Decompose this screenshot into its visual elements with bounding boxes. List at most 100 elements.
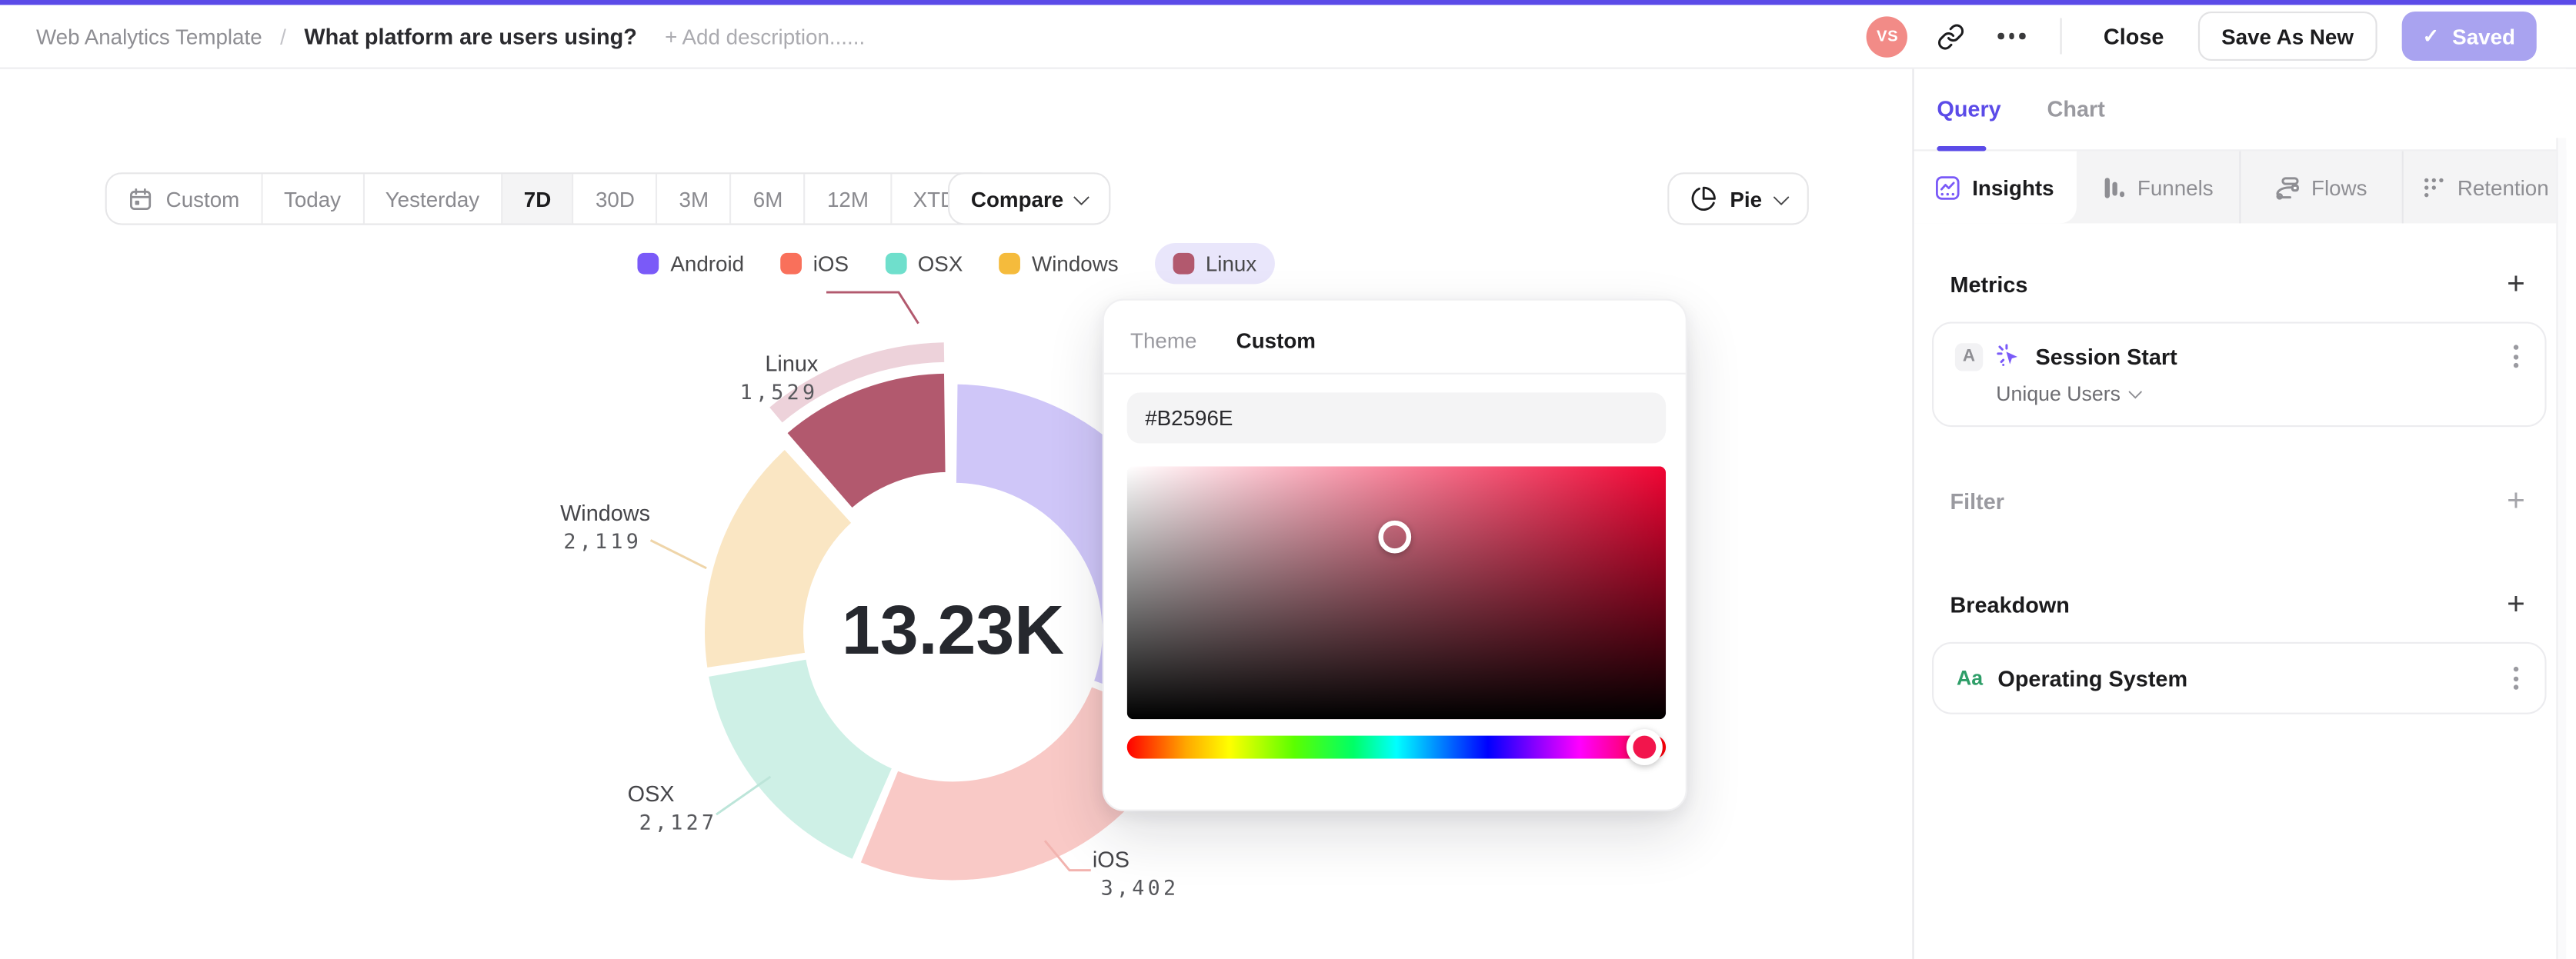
slice-label-osx: OSX 2,127 bbox=[627, 781, 718, 834]
slice-highlight-band-linux bbox=[769, 342, 945, 423]
scrollbar[interactable] bbox=[2556, 138, 2567, 959]
view-tab-funnels[interactable]: Funnels bbox=[2076, 151, 2238, 223]
string-property-badge: Aa bbox=[1957, 666, 1984, 690]
chevron-down-icon bbox=[2128, 385, 2141, 398]
range-custom[interactable]: Custom bbox=[106, 174, 262, 224]
breadcrumb-separator: / bbox=[280, 23, 286, 48]
saturation-value-area[interactable] bbox=[1126, 466, 1667, 720]
metric-name: Session Start bbox=[2035, 344, 2177, 369]
chart-center-total: 13.23K bbox=[841, 591, 1065, 669]
metric-card[interactable]: A Session Start Unique Users bbox=[1931, 321, 2547, 428]
share-link-icon[interactable] bbox=[1933, 18, 1969, 54]
legend-item-ios[interactable]: iOS bbox=[780, 243, 849, 284]
accent-topbar bbox=[0, 0, 2576, 5]
slice-label-windows: Windows 2,119 bbox=[560, 501, 651, 554]
chart-type-button[interactable]: Pie bbox=[1667, 172, 1809, 225]
range-7d[interactable]: 7D bbox=[500, 174, 573, 224]
check-icon: ✓ bbox=[2422, 25, 2440, 48]
legend-item-osx[interactable]: OSX bbox=[885, 243, 963, 284]
event-sparkle-icon bbox=[1996, 343, 2022, 369]
metric-series-badge: A bbox=[1954, 342, 1984, 371]
funnels-icon bbox=[2101, 175, 2126, 199]
header-divider bbox=[2060, 18, 2063, 55]
slice-label-ios: iOS 3,402 bbox=[1092, 847, 1180, 901]
color-cursor[interactable] bbox=[1377, 520, 1411, 554]
panel-divider bbox=[1912, 68, 1914, 959]
legend-item-windows[interactable]: Windows bbox=[999, 243, 1119, 284]
leader-line-linux bbox=[826, 291, 919, 325]
pie-slice-linux[interactable] bbox=[783, 370, 949, 512]
hue-slider[interactable] bbox=[1126, 729, 1667, 766]
chevron-down-icon bbox=[1773, 188, 1788, 205]
filter-section-header: Filter + bbox=[1914, 483, 2567, 518]
breakdown-options-kebab-icon[interactable] bbox=[2508, 664, 2523, 693]
range-6m[interactable]: 6M bbox=[729, 174, 805, 224]
legend-swatch bbox=[780, 252, 802, 275]
view-tab-insights[interactable]: Insights bbox=[1914, 151, 2077, 224]
chart-legend: Android iOS OSX Windows Linux bbox=[0, 243, 1912, 285]
metric-aggregation-dropdown[interactable]: Unique Users bbox=[1996, 383, 2523, 405]
legend-label: iOS bbox=[813, 251, 849, 276]
close-button[interactable]: Close bbox=[2103, 23, 2164, 48]
range-yesterday[interactable]: Yesterday bbox=[362, 174, 501, 224]
leader-line-windows bbox=[649, 539, 707, 570]
page-title[interactable]: What platform are users using? bbox=[304, 23, 637, 48]
insights-icon bbox=[1936, 175, 1960, 199]
tab-custom[interactable]: Custom bbox=[1236, 328, 1316, 354]
breadcrumb[interactable]: Web Analytics Template bbox=[35, 23, 262, 48]
panel-tabs: Query Chart bbox=[1914, 69, 2567, 152]
add-description-button[interactable]: + Add description...... bbox=[665, 23, 866, 48]
retention-icon bbox=[2421, 175, 2446, 199]
view-tab-retention[interactable]: Retention bbox=[2402, 151, 2566, 224]
view-tab-flows[interactable]: Flows bbox=[2238, 151, 2402, 224]
hex-color-input[interactable] bbox=[1126, 392, 1667, 444]
header-actions: VS Close Save As New ✓ Saved bbox=[1867, 11, 2537, 62]
flows-icon bbox=[2275, 175, 2300, 199]
pie-slice-osx[interactable] bbox=[705, 656, 896, 863]
tab-query[interactable]: Query bbox=[1937, 96, 2001, 122]
legend-label: Windows bbox=[1032, 251, 1119, 276]
query-panel: Query Chart Insights Funnels Flows Retentio… bbox=[1914, 68, 2567, 959]
add-metric-button[interactable]: + bbox=[2507, 266, 2525, 301]
legend-swatch bbox=[637, 252, 659, 275]
legend-item-linux[interactable]: Linux bbox=[1154, 243, 1275, 285]
leader-line-ios bbox=[1043, 840, 1091, 872]
legend-label: Linux bbox=[1205, 251, 1257, 276]
legend-label: Android bbox=[670, 251, 745, 276]
pie-slice-windows[interactable] bbox=[701, 445, 856, 671]
active-tab-indicator bbox=[1937, 145, 1987, 152]
saved-button[interactable]: ✓ Saved bbox=[2401, 11, 2537, 62]
pie-chart-icon bbox=[1690, 185, 1717, 211]
tab-chart[interactable]: Chart bbox=[2047, 96, 2105, 122]
legend-item-android[interactable]: Android bbox=[637, 243, 745, 284]
breakdown-section-header: Breakdown + bbox=[1914, 587, 2567, 622]
legend-swatch bbox=[999, 252, 1021, 275]
compare-button[interactable]: Compare bbox=[948, 172, 1111, 225]
slice-label-linux: Linux 1,529 bbox=[739, 351, 819, 405]
legend-swatch bbox=[1173, 252, 1194, 275]
hue-slider-handle[interactable] bbox=[1626, 729, 1663, 766]
date-range-segmented-control: Custom Today Yesterday 7D 30D 3M 6M 12M XTD bbox=[105, 172, 998, 225]
add-breakdown-button[interactable]: + bbox=[2507, 587, 2525, 622]
save-as-new-button[interactable]: Save As New bbox=[2198, 11, 2377, 62]
metric-options-kebab-icon[interactable] bbox=[2508, 341, 2523, 371]
metrics-title: Metrics bbox=[1950, 272, 2028, 298]
range-today[interactable]: Today bbox=[261, 174, 362, 224]
range-3m[interactable]: 3M bbox=[656, 174, 730, 224]
add-filter-button[interactable]: + bbox=[2507, 483, 2525, 518]
color-picker-tabs: Theme Custom bbox=[1103, 301, 1686, 375]
breakdown-title: Breakdown bbox=[1950, 592, 2070, 618]
header: Web Analytics Template / What platform a… bbox=[0, 5, 2576, 69]
range-12m[interactable]: 12M bbox=[804, 174, 890, 224]
filter-title: Filter bbox=[1950, 489, 2004, 514]
color-picker-popover: Theme Custom bbox=[1102, 298, 1687, 811]
tab-theme[interactable]: Theme bbox=[1130, 328, 1197, 354]
chevron-down-icon bbox=[1074, 188, 1090, 205]
breakdown-card[interactable]: Aa Operating System bbox=[1931, 641, 2547, 714]
avatar[interactable]: VS bbox=[1867, 15, 1908, 57]
analysis-type-tabs: Insights Funnels Flows Retention bbox=[1914, 151, 2567, 224]
calendar-icon bbox=[128, 186, 153, 211]
more-menu-icon[interactable] bbox=[1994, 18, 2030, 54]
range-30d[interactable]: 30D bbox=[572, 174, 656, 224]
